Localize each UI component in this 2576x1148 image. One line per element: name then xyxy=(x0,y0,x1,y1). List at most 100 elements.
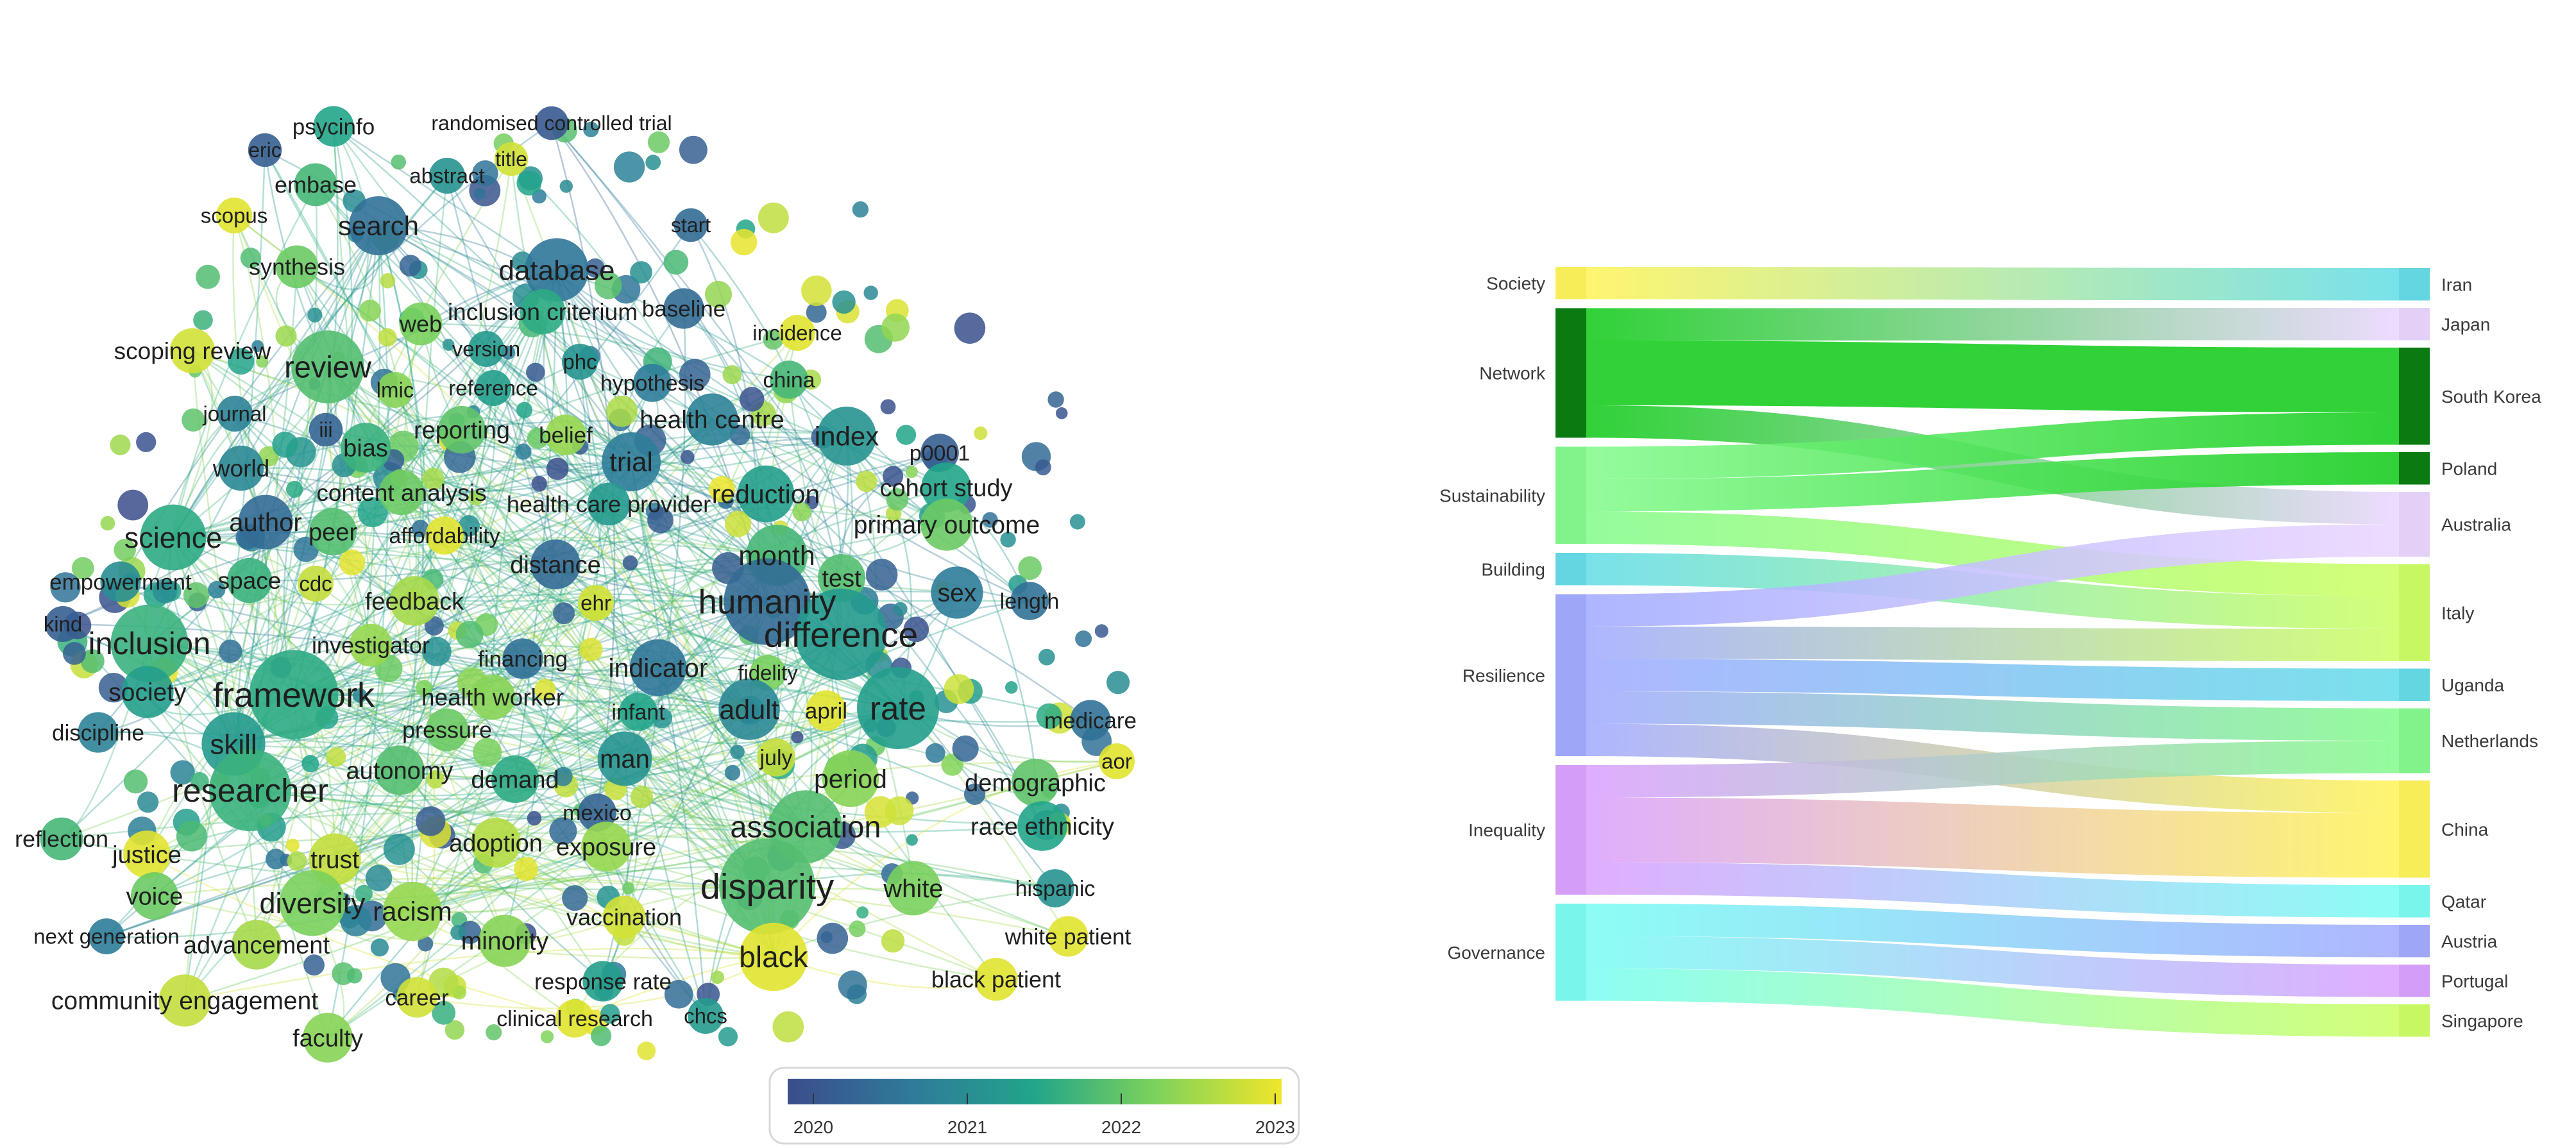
network-node-health-centre[interactable] xyxy=(686,393,738,446)
network-node-lmic[interactable] xyxy=(377,372,413,408)
network-node-search[interactable] xyxy=(349,196,408,255)
network-node-black-patient[interactable] xyxy=(974,958,1018,1001)
network-node-period[interactable] xyxy=(822,750,879,807)
sankey-link-resilience-to-uganda[interactable] xyxy=(1586,659,2399,702)
network-node-title[interactable] xyxy=(494,142,529,176)
network-node-man[interactable] xyxy=(597,731,652,786)
network-node-space[interactable] xyxy=(226,557,273,604)
sankey-link-inequality-to-netherlands[interactable] xyxy=(1586,741,2399,798)
network-node-racism[interactable] xyxy=(383,882,442,941)
network-node-adoption[interactable] xyxy=(471,818,521,868)
network-node-exposure[interactable] xyxy=(581,822,631,872)
sankey-node-poland[interactable] xyxy=(2399,452,2430,485)
network-node-phc[interactable] xyxy=(562,344,598,380)
network-node-diversity[interactable] xyxy=(279,870,346,936)
network-node-kind[interactable] xyxy=(45,606,81,642)
network-node-china[interactable] xyxy=(770,360,808,399)
network-node-health-care-provider[interactable] xyxy=(587,482,631,526)
network-node-faculty[interactable] xyxy=(303,1013,353,1063)
network-node-white[interactable] xyxy=(886,861,941,916)
network-node-framework[interactable] xyxy=(249,650,339,739)
sankey-node-austria[interactable] xyxy=(2399,925,2430,958)
network-node-indicator[interactable] xyxy=(629,639,687,696)
network-node-adult[interactable] xyxy=(718,679,780,740)
network-node-health-worker[interactable] xyxy=(470,674,516,720)
network-node-synthesis[interactable] xyxy=(275,245,319,289)
network-node-feedback[interactable] xyxy=(389,576,439,626)
sankey-node-building[interactable] xyxy=(1555,553,1586,586)
network-node-investigator[interactable] xyxy=(349,623,393,667)
network-node-content-analysis[interactable] xyxy=(378,469,425,516)
network-node-iii[interactable] xyxy=(309,412,343,447)
network-node-aor[interactable] xyxy=(1099,743,1135,779)
network-node-next-generation[interactable] xyxy=(89,918,124,954)
network-node-bias[interactable] xyxy=(341,423,391,473)
network-node-white-patient[interactable] xyxy=(1047,916,1089,957)
network-node-scopus[interactable] xyxy=(216,198,252,233)
network-node-discipline[interactable] xyxy=(78,712,119,753)
sankey-node-portugal[interactable] xyxy=(2399,965,2430,997)
network-node-society[interactable] xyxy=(121,666,174,718)
network-node-affordability[interactable] xyxy=(425,516,464,555)
sankey-node-china[interactable] xyxy=(2399,781,2430,878)
network-node-review[interactable] xyxy=(291,330,364,403)
network-node-length[interactable] xyxy=(1010,582,1049,620)
sankey-link-resilience-to-italy[interactable] xyxy=(1586,627,2399,661)
sankey-node-netherlands[interactable] xyxy=(2399,708,2430,773)
network-node-cdc[interactable] xyxy=(298,566,334,602)
network-node-p0001[interactable] xyxy=(920,434,959,472)
network-node-primary-outcome[interactable] xyxy=(920,498,973,551)
sankey-link-network-to-south-korea[interactable] xyxy=(1586,341,2399,412)
network-node-medicare[interactable] xyxy=(1070,700,1111,741)
network-node-rate[interactable] xyxy=(857,667,939,749)
network-node-reflection[interactable] xyxy=(40,817,83,861)
network-node-inclusion[interactable] xyxy=(110,604,189,682)
sankey-node-japan[interactable] xyxy=(2399,308,2430,341)
sankey-node-italy[interactable] xyxy=(2399,564,2430,662)
network-node-reduction[interactable] xyxy=(737,465,795,523)
network-node-july[interactable] xyxy=(757,738,795,777)
sankey-node-singapore[interactable] xyxy=(2399,1004,2430,1037)
network-node-advancement[interactable] xyxy=(232,920,282,970)
network-node-index[interactable] xyxy=(817,407,876,466)
network-node-inclusion-criterium[interactable] xyxy=(520,289,566,335)
network-node-ehr[interactable] xyxy=(578,585,614,621)
network-node-community-engagement[interactable] xyxy=(158,974,211,1027)
sankey-link-inequality-to-qatar[interactable] xyxy=(1586,862,2399,918)
network-node-journal[interactable] xyxy=(217,396,253,432)
sankey-link-resilience-to-netherlands[interactable] xyxy=(1586,691,2399,741)
sankey-link-sustainability-to-south-korea[interactable] xyxy=(1586,412,2399,479)
network-node-hispanic[interactable] xyxy=(1036,869,1074,907)
network-node-reporting[interactable] xyxy=(438,406,486,453)
network-node-financing[interactable] xyxy=(502,638,543,679)
network-node-pressure[interactable] xyxy=(425,708,469,752)
network-node-sex[interactable] xyxy=(931,566,983,619)
network-node-science[interactable] xyxy=(140,504,207,571)
network-node-baseline[interactable] xyxy=(663,288,704,329)
sankey-node-sustainability[interactable] xyxy=(1555,446,1586,544)
network-node-database[interactable] xyxy=(525,238,589,302)
network-node-reference[interactable] xyxy=(475,370,511,406)
sankey-node-network[interactable] xyxy=(1555,308,1586,438)
network-node-infant[interactable] xyxy=(619,693,657,731)
network-node-psycinfo[interactable] xyxy=(313,106,354,147)
network-node-race-ethnicity[interactable] xyxy=(1017,801,1067,851)
network-node-version[interactable] xyxy=(468,331,504,367)
sankey-link-network-to-australia[interactable] xyxy=(1586,405,2399,525)
network-node-scoping-review[interactable] xyxy=(169,328,216,374)
sankey-link-governance-to-portugal[interactable] xyxy=(1586,936,2399,997)
network-node-clinical-research[interactable] xyxy=(555,999,594,1038)
network-node-eric[interactable] xyxy=(248,133,282,167)
sankey-node-resilience[interactable] xyxy=(1555,594,1586,757)
network-node-world[interactable] xyxy=(218,445,264,491)
network-node-justice[interactable] xyxy=(123,831,171,878)
network-node-peer[interactable] xyxy=(309,508,357,555)
sankey-link-sustainability-to-poland[interactable] xyxy=(1586,452,2399,512)
network-node-chcs[interactable] xyxy=(688,998,724,1034)
sankey-node-society[interactable] xyxy=(1555,267,1586,300)
sankey-link-governance-to-austria[interactable] xyxy=(1586,904,2399,958)
sankey-link-resilience-to-australia[interactable] xyxy=(1586,524,2399,627)
network-node-embase[interactable] xyxy=(294,163,337,207)
network-node-abstract[interactable] xyxy=(429,158,465,194)
network-node-vaccination[interactable] xyxy=(602,895,646,939)
